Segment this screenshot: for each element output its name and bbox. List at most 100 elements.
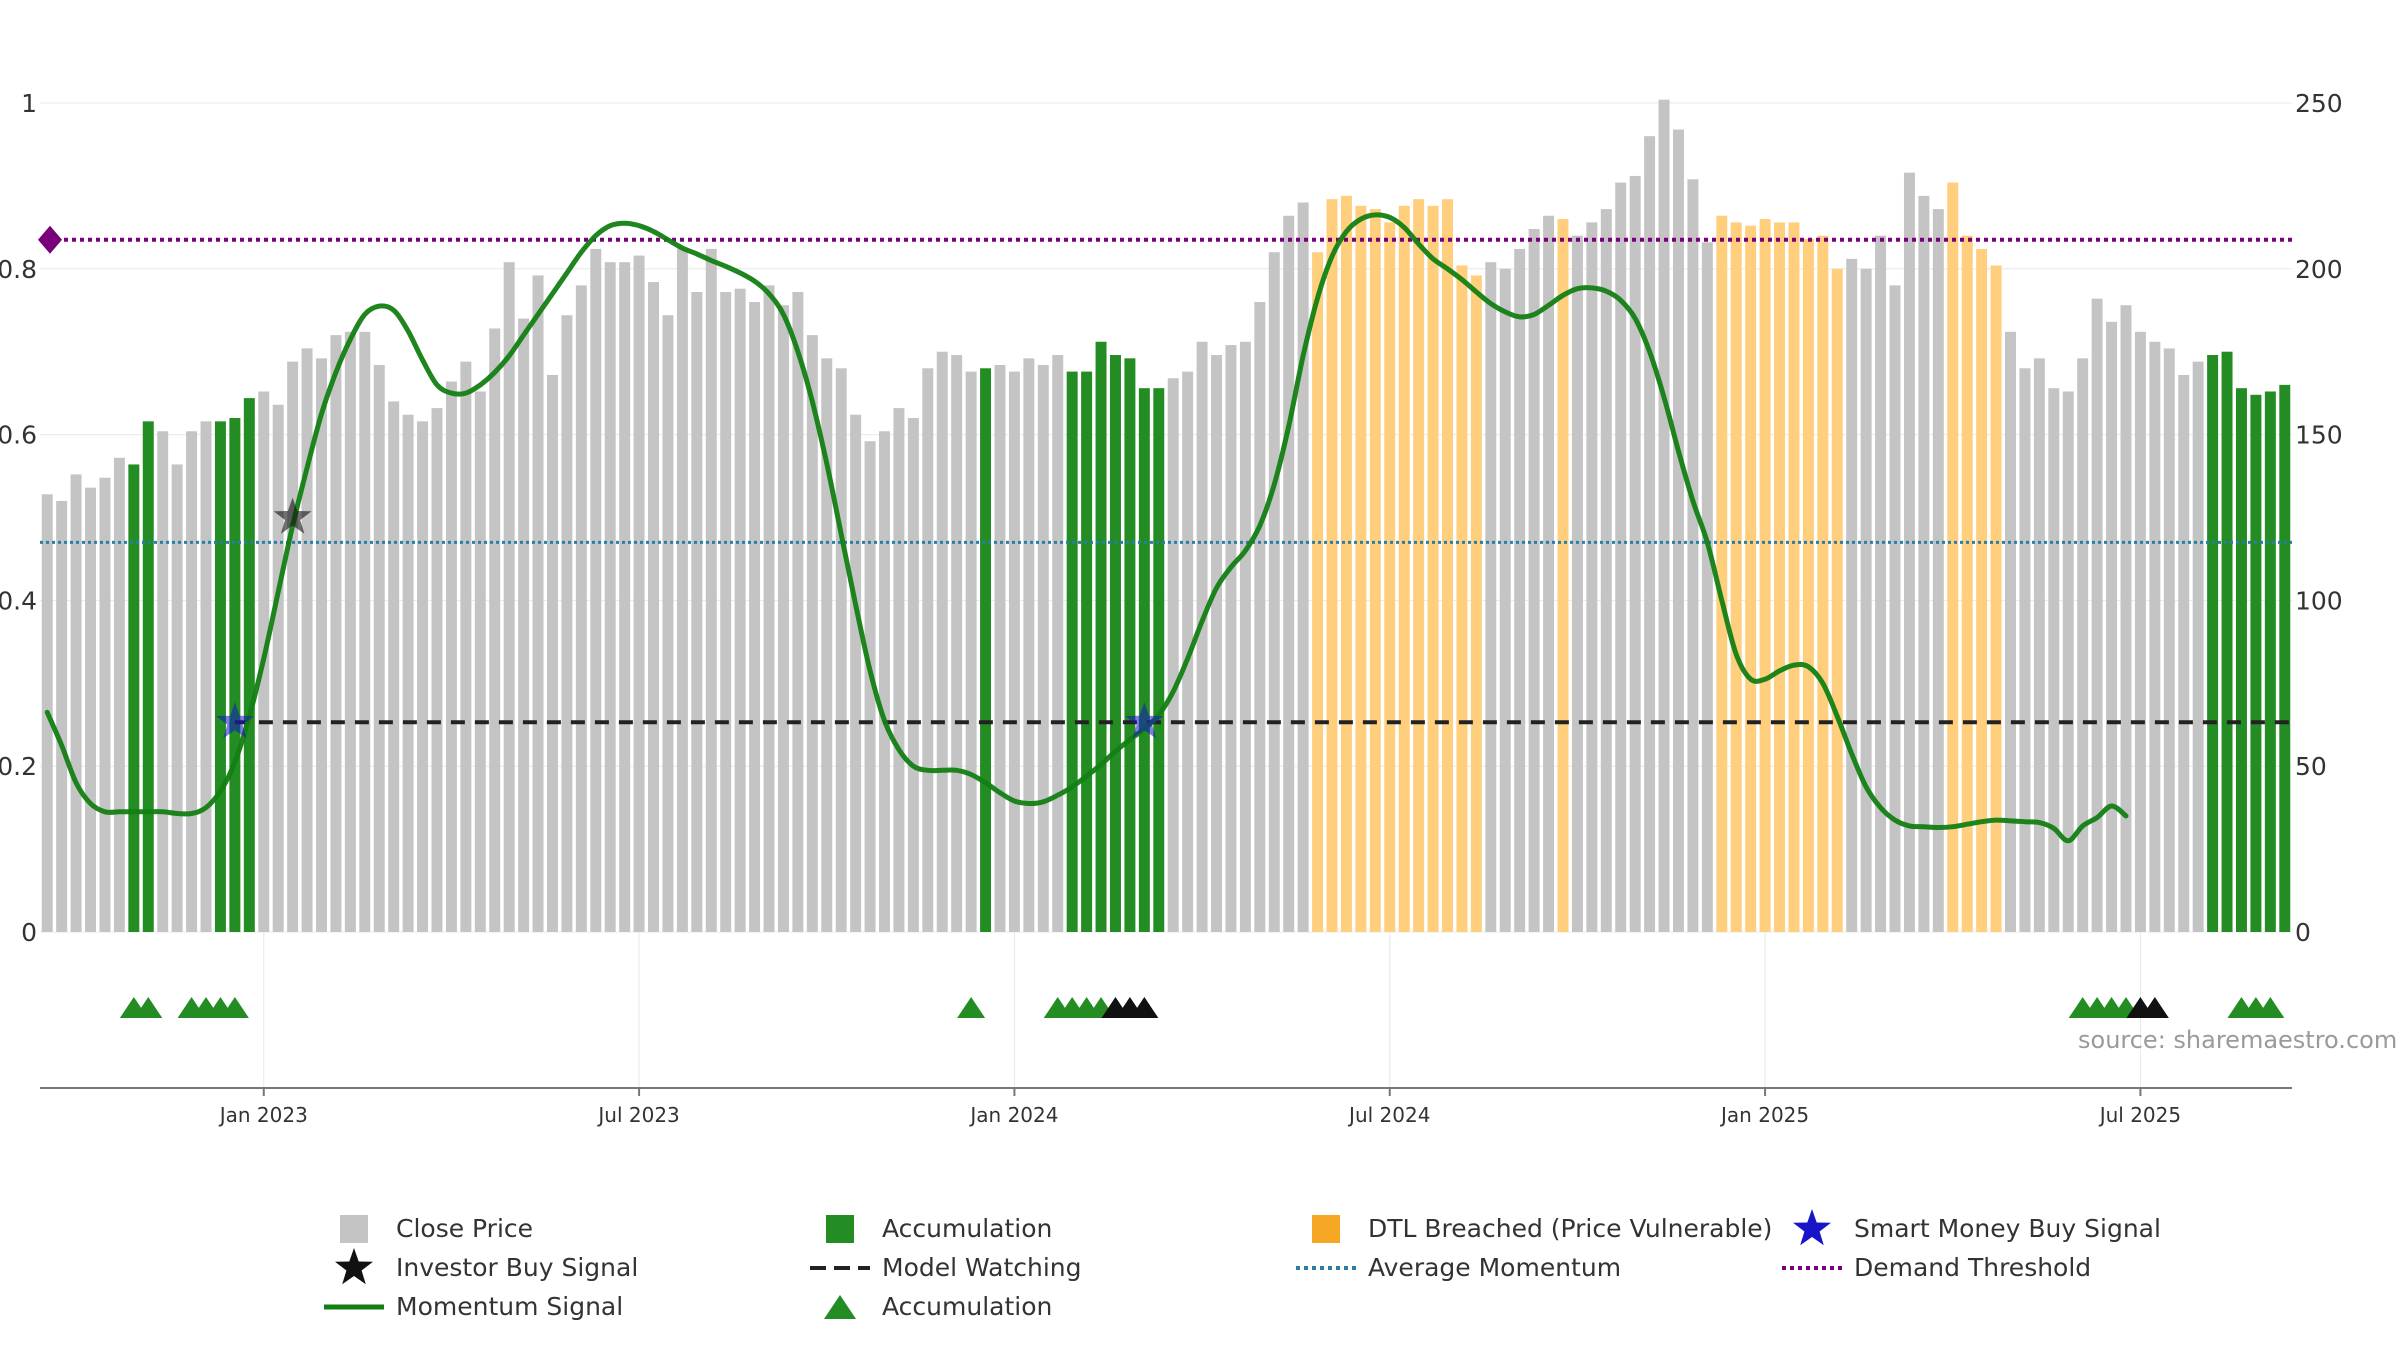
close-price-bar (186, 431, 198, 932)
accumulation-bar (229, 418, 241, 932)
close-price-bar (431, 408, 443, 932)
close-price-bar (532, 275, 544, 932)
close-price-bar (344, 331, 356, 932)
x-axis-tick-label: Jan 2023 (218, 1103, 308, 1127)
right-axis-tick-label: 50 (2295, 752, 2327, 781)
dtl-breached-bar (1413, 199, 1425, 932)
accumulation-bar (980, 368, 992, 932)
close-price-bar (864, 441, 876, 932)
close-price-bar (489, 328, 501, 932)
close-price-bar (691, 292, 703, 932)
close-price-bar (2033, 358, 2045, 933)
momentum-signal-line (44, 212, 2129, 844)
dtl-breached-bar (1759, 219, 1771, 932)
accumulation-bar (2279, 384, 2291, 932)
legend-label-smart: Smart Money Buy Signal (1854, 1214, 2161, 1243)
accumulation-marker (1130, 997, 1159, 1018)
close-price-bar (2005, 331, 2016, 932)
close-price-bar (1889, 285, 1901, 932)
close-price-bar (763, 285, 775, 932)
accumulation-marker (2140, 997, 2169, 1018)
legend-swatch-dtl (1312, 1215, 1340, 1243)
close-price-bar (417, 421, 429, 932)
close-price-bar (301, 348, 313, 932)
close-price-bar (460, 361, 472, 932)
close-price-bar (1543, 215, 1555, 933)
legend-label-demand: Demand Threshold (1854, 1253, 2091, 1282)
legend-swatch-accum_tri (824, 1295, 856, 1319)
dtl-breached-bar (1817, 235, 1829, 932)
close-price-bar (85, 487, 97, 932)
dtl-breached-bar (1557, 219, 1569, 932)
dtl-breached-bar (1340, 195, 1352, 933)
dtl-breached-bar (1470, 275, 1482, 932)
close-price-bar (1875, 235, 1887, 932)
dtl-breached-bar (1745, 225, 1757, 932)
legend-swatch-close (340, 1215, 368, 1243)
close-price-bar (70, 474, 82, 932)
accumulation-bar (1066, 371, 1078, 933)
close-price-bar (1485, 262, 1497, 932)
legend-label-accum_bar: Accumulation (882, 1214, 1052, 1243)
close-price-bar (2019, 368, 2031, 932)
dtl-breached-bar (1355, 205, 1367, 933)
dtl-breached-bar (1788, 222, 1800, 932)
close-price-bar (633, 255, 645, 933)
close-price-bar (373, 364, 385, 933)
dtl-breached-bar (1831, 268, 1843, 932)
right-axis-tick-label: 250 (2295, 89, 2343, 118)
dtl-breached-bar (1976, 248, 1988, 932)
close-price-bar (1658, 99, 1670, 933)
close-price-bar (1846, 258, 1858, 933)
close-price-bar (402, 414, 414, 932)
close-price-bar (879, 431, 890, 932)
accumulation-bar (1124, 358, 1136, 933)
x-axis-tick-label: Jan 2024 (968, 1103, 1058, 1127)
accumulation-bar (2235, 388, 2247, 932)
accumulation-marker (220, 997, 249, 1018)
close-price-bar (272, 404, 284, 932)
accumulation-marker (957, 997, 986, 1018)
close-price-bar (561, 315, 573, 933)
close-price-bar (1615, 182, 1627, 932)
price-bars (41, 99, 2291, 933)
close-price-bar (951, 355, 963, 932)
dtl-breached-bar (1398, 205, 1410, 933)
close-price-bar (2077, 358, 2089, 933)
close-price-bar (662, 315, 674, 933)
close-price-bar (2163, 348, 2175, 932)
close-price-bar (734, 288, 746, 932)
close-price-bar (2048, 388, 2060, 932)
left-axis-tick-label: 0.2 (0, 752, 37, 781)
accumulation-bar (128, 464, 140, 932)
legend-label-dtl: DTL Breached (Price Vulnerable) (1368, 1214, 1772, 1243)
gridlines (40, 102, 2292, 1088)
close-price-bar (157, 431, 169, 932)
close-price-bar (1297, 202, 1309, 933)
close-price-bar (590, 248, 602, 932)
left-axis-tick-label: 0.4 (0, 586, 37, 615)
close-price-bar (2062, 391, 2074, 932)
momentum-series (44, 212, 2129, 844)
source-label: source: sharemaestro.com (2078, 1026, 2397, 1054)
close-price-bar (850, 414, 862, 932)
close-price-bar (907, 418, 919, 932)
close-price-bar (1052, 355, 1064, 932)
close-price-bar (1239, 341, 1251, 932)
close-price-bar (2091, 298, 2103, 932)
x-axis-tick-label: Jan 2025 (1719, 1103, 1809, 1127)
legend-label-avgmom: Average Momentum (1368, 1253, 1621, 1282)
dtl-breached-bar (1774, 222, 1786, 932)
close-price-bar (619, 262, 631, 932)
close-price-bar (330, 335, 342, 932)
accumulation-bar (1081, 371, 1093, 933)
close-price-bar (1629, 175, 1641, 932)
close-price-bar (546, 374, 558, 932)
dtl-breached-bar (1456, 265, 1468, 933)
close-price-bar (1918, 195, 1930, 933)
close-price-bar (1023, 358, 1035, 933)
legend-swatch-smart (1793, 1209, 1831, 1246)
close-price-bar (99, 477, 111, 932)
close-price-bar (806, 335, 818, 932)
